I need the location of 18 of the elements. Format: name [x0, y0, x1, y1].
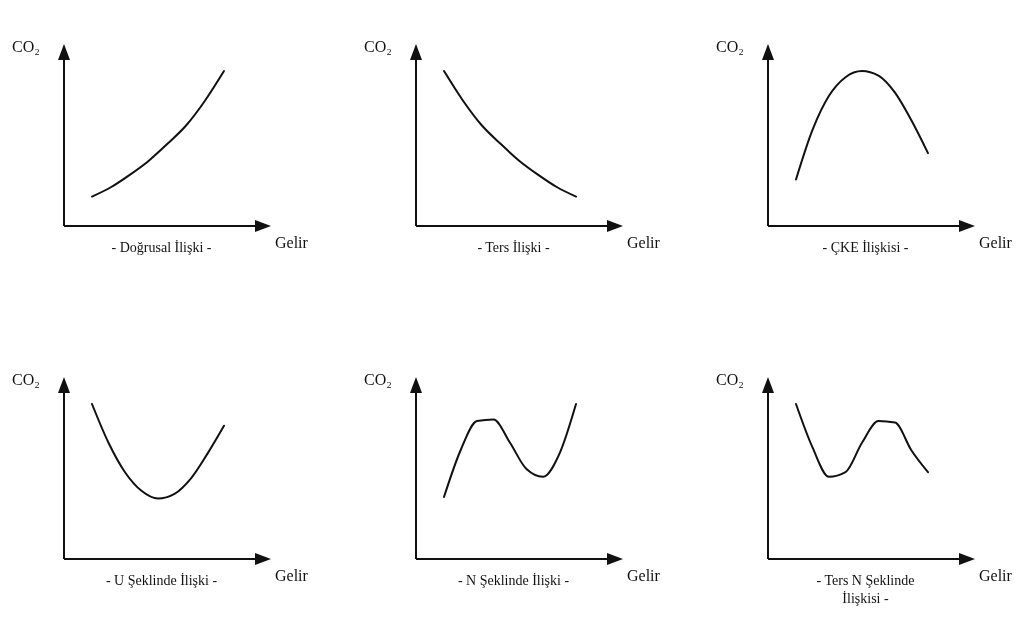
text: - Doğrusal İlişki - [111, 240, 212, 255]
x-axis-title: Gelir [627, 234, 661, 251]
text: - U Şeklinde İlişki - [105, 573, 218, 588]
text: - Ters İlişki - [477, 240, 550, 255]
x-axis-title: Gelir [979, 234, 1013, 251]
y-axis-title: CO₂ [364, 371, 392, 388]
y-axis-title: CO₂ [12, 38, 40, 55]
y-axis-title: CO₂ [716, 371, 744, 388]
y-axis-title: CO₂ [12, 371, 40, 388]
x-axis-title: Gelir [627, 567, 661, 584]
x-axis-title: Gelir [275, 234, 309, 251]
y-axis-title: CO₂ [716, 38, 744, 55]
text: - Ters N Şeklinde İlişkisi - [816, 573, 915, 606]
text: - N Şeklinde İlişki - [457, 573, 570, 588]
y-axis-title: CO₂ [364, 38, 392, 55]
text: - ÇKE İlişkisi - [822, 240, 909, 255]
x-axis-title: Gelir [275, 567, 309, 584]
x-axis-title: Gelir [979, 567, 1013, 584]
